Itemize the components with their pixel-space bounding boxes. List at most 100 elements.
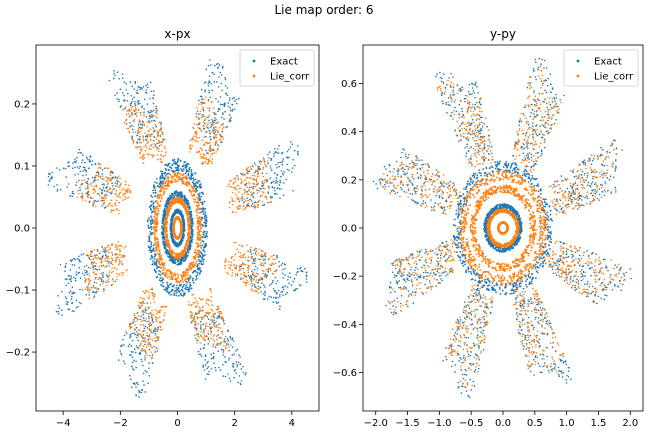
data-point — [199, 316, 201, 319]
data-point — [247, 181, 250, 184]
data-point — [89, 196, 92, 199]
data-point — [258, 248, 261, 251]
data-point — [148, 320, 150, 323]
data-point — [242, 208, 245, 211]
data-point — [200, 226, 203, 229]
data-point — [205, 118, 207, 120]
data-point — [154, 216, 156, 219]
data-point — [146, 327, 149, 329]
data-point — [147, 339, 149, 342]
data-point — [139, 351, 141, 354]
data-point — [223, 118, 225, 120]
data-point — [229, 180, 231, 182]
data-point — [226, 126, 229, 128]
data-point — [97, 174, 100, 176]
data-point — [276, 182, 278, 184]
data-point — [112, 176, 115, 179]
data-point — [185, 201, 188, 203]
data-point — [203, 127, 206, 130]
data-point — [198, 123, 201, 126]
data-point — [215, 140, 218, 142]
data-point — [153, 258, 156, 260]
data-point — [187, 173, 190, 175]
data-point — [300, 266, 302, 269]
data-point — [186, 165, 189, 167]
data-point — [233, 363, 235, 365]
data-point — [143, 108, 145, 110]
data-point — [237, 177, 240, 179]
data-point — [148, 122, 151, 124]
data-point — [202, 263, 204, 266]
data-point — [151, 289, 154, 291]
data-point — [182, 232, 185, 235]
data-point — [151, 120, 153, 122]
data-point — [79, 277, 82, 280]
data-point — [116, 195, 119, 198]
data-point — [190, 231, 193, 234]
data-point — [141, 297, 144, 300]
data-point — [228, 264, 230, 266]
data-point — [85, 264, 88, 267]
data-point — [207, 343, 210, 345]
data-point — [96, 290, 98, 293]
data-point — [134, 106, 137, 109]
data-point — [199, 270, 202, 273]
data-point — [129, 104, 132, 107]
data-point — [254, 164, 257, 166]
data-point — [143, 302, 145, 305]
data-point — [220, 140, 223, 143]
data-point — [85, 187, 87, 190]
data-point — [231, 191, 234, 194]
data-point — [165, 271, 168, 274]
data-point — [276, 180, 278, 183]
data-point — [185, 178, 188, 181]
data-point — [129, 110, 132, 112]
data-point — [139, 111, 142, 114]
data-point — [135, 320, 137, 323]
data-point — [162, 271, 165, 274]
data-point — [272, 296, 275, 299]
data-point — [223, 349, 225, 352]
data-point — [107, 257, 110, 260]
data-point — [156, 178, 158, 180]
data-point — [193, 185, 196, 188]
data-point — [203, 82, 206, 84]
data-point — [72, 162, 74, 164]
data-point — [101, 173, 103, 175]
data-point — [153, 154, 155, 157]
data-point — [194, 270, 197, 273]
data-point — [223, 338, 226, 340]
data-point — [141, 301, 144, 304]
data-point — [160, 188, 162, 191]
data-point — [260, 188, 262, 190]
data-point — [139, 157, 142, 159]
data-point — [166, 281, 169, 284]
data-point — [84, 288, 87, 291]
data-point — [234, 273, 237, 275]
data-point — [152, 249, 155, 252]
data-point — [249, 251, 251, 254]
data-point — [112, 172, 114, 174]
data-point — [91, 264, 93, 266]
data-point — [265, 276, 267, 279]
data-point — [150, 312, 152, 314]
data-point — [142, 290, 145, 293]
data-point — [228, 99, 231, 101]
data-point — [153, 268, 156, 271]
data-point — [188, 170, 190, 173]
data-point — [305, 278, 308, 280]
data-point — [232, 183, 234, 185]
data-point — [207, 312, 209, 315]
data-point — [222, 363, 224, 366]
data-point — [92, 262, 94, 264]
data-point — [182, 173, 185, 176]
data-point — [149, 338, 152, 340]
data-point — [160, 129, 162, 131]
data-point — [268, 257, 271, 260]
data-point — [165, 188, 168, 190]
data-point — [204, 254, 207, 256]
data-point — [75, 299, 78, 302]
data-point — [244, 173, 246, 176]
data-point — [205, 300, 208, 302]
